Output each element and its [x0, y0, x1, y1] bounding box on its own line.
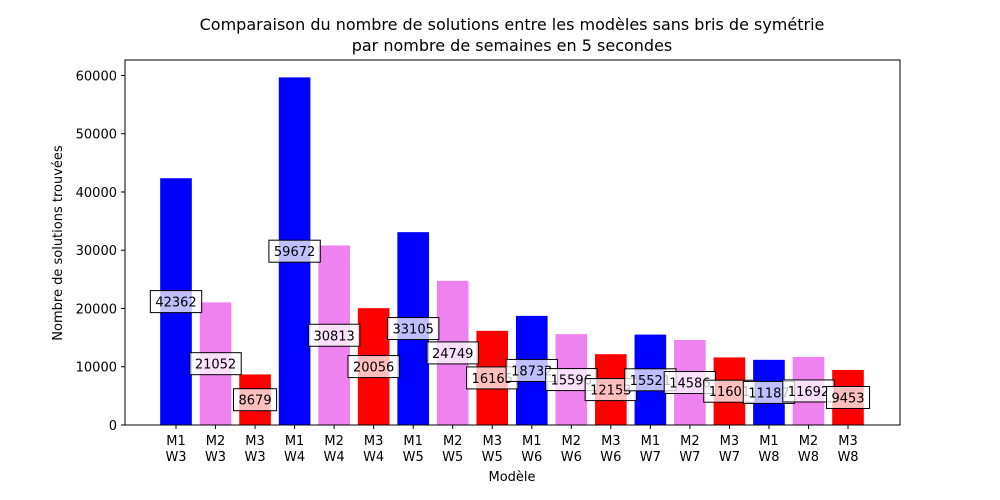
value-label: 33105	[393, 323, 434, 338]
value-label: 11692	[788, 385, 829, 400]
x-tick-label: M3 W3	[244, 434, 265, 465]
x-tick-label: M3 W6	[600, 434, 621, 465]
x-tick-label: M1 W3	[165, 434, 186, 465]
x-tick-label: M2 W4	[324, 434, 345, 465]
chart-subtitle: par nombre de semaines en 5 secondes	[352, 36, 673, 55]
value-label: 30813	[313, 329, 354, 344]
value-label: 16165	[472, 372, 513, 387]
x-tick-label: M2 W6	[561, 434, 582, 465]
y-tick-label: 10000	[76, 361, 117, 376]
value-label: 21052	[195, 358, 236, 373]
value-label: 59672	[274, 245, 315, 260]
value-label: 12153	[590, 384, 631, 399]
value-label: 14586	[669, 377, 710, 392]
value-label-box	[825, 385, 871, 409]
x-axis-label: Modèle	[488, 470, 535, 485]
x-tick-label: M2 W3	[205, 434, 226, 465]
value-label-box	[307, 323, 361, 347]
x-tick-label: M2 W8	[798, 434, 819, 465]
value-label-box	[387, 317, 440, 341]
value-label: 24749	[432, 347, 473, 362]
value-label-box	[189, 352, 242, 376]
value-label-box	[233, 388, 278, 412]
x-tick-label: M3 W4	[363, 434, 384, 465]
value-label-box	[268, 239, 321, 263]
value-label: 9453	[831, 391, 864, 406]
x-tick-label: M3 W8	[837, 434, 858, 465]
x-tick-label: M1 W4	[284, 434, 305, 465]
value-label-box	[426, 341, 479, 365]
value-label: 15521	[630, 374, 671, 389]
x-tick-label: M3 W7	[719, 434, 740, 465]
value-label: 42362	[155, 296, 196, 311]
x-tick-label: M2 W7	[679, 434, 700, 465]
plot-frame	[124, 59, 901, 426]
value-label: 11187	[748, 386, 789, 401]
x-tick-label: M2 W5	[442, 434, 463, 465]
value-label-box	[149, 290, 203, 314]
value-label-box	[347, 355, 400, 379]
y-tick-label: 30000	[76, 244, 117, 259]
y-axis-label: Nombre de solutions trouvées	[51, 145, 66, 341]
y-tick-label: 50000	[76, 128, 117, 143]
y-tick-label: 60000	[76, 69, 117, 84]
x-tick-label: M1 W8	[758, 434, 779, 465]
chart-title: Comparaison du nombre de solutions entre…	[200, 15, 825, 34]
y-tick-label: 0	[109, 419, 117, 434]
y-tick-label: 40000	[76, 186, 117, 201]
value-label: 18732	[511, 364, 552, 379]
value-label: 11601	[709, 385, 750, 400]
x-tick-label: M1 W6	[521, 434, 542, 465]
x-tick-label: M3 W5	[482, 434, 503, 465]
value-label: 20056	[353, 361, 394, 376]
x-tick-label: M1 W7	[640, 434, 661, 465]
y-tick-label: 20000	[76, 302, 117, 317]
x-tick-label: M1 W5	[403, 434, 424, 465]
value-label: 15596	[551, 374, 592, 389]
value-label: 8679	[239, 394, 272, 409]
